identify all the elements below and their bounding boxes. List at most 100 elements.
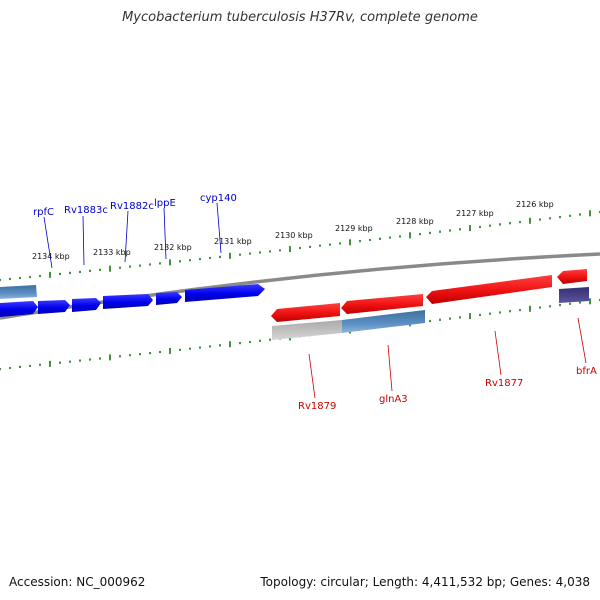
leader-line (216, 202, 222, 254)
scale-label: 2132 kbp (154, 243, 192, 252)
scale-label: 2127 kbp (456, 209, 494, 218)
scale-tick (389, 236, 391, 239)
accession-text: Accession: NC_000962 (9, 575, 146, 589)
scale-tick (119, 355, 121, 358)
scale-tick (519, 308, 521, 312)
scale-tick (549, 217, 551, 220)
gene-arrow-rv1879[interactable] (271, 303, 340, 322)
gene-label-rv1883c[interactable]: Rv1883c (64, 205, 108, 216)
scale-tick (449, 317, 451, 320)
scale-tick (169, 347, 171, 354)
scale-tick (329, 243, 331, 246)
gene-arrow-rv1884c[interactable] (0, 301, 38, 317)
gene-label-rv1877[interactable]: Rv1877 (485, 378, 523, 389)
gene-label-glnA3[interactable]: glnA3 (379, 394, 408, 405)
gene-block-navy (559, 287, 589, 303)
scale-tick (279, 249, 281, 252)
scale-tick (419, 233, 421, 236)
scale-tick (369, 238, 371, 242)
gene-arrow-cyp140[interactable] (185, 284, 265, 302)
scale-tick (429, 319, 431, 323)
scale-tick (149, 263, 151, 266)
gene-arrow-lppE[interactable] (156, 292, 182, 305)
scale-tick (459, 316, 461, 319)
gene-arrow-rv1877[interactable] (426, 275, 552, 304)
scale-tick (0, 278, 1, 282)
gene-label-rv1879[interactable]: Rv1879 (298, 401, 336, 412)
scale-tick (9, 277, 11, 281)
scale-tick (0, 367, 1, 371)
gene-arrow-rv1882c[interactable] (103, 294, 153, 309)
gene-label-bfrA[interactable]: bfrA (576, 366, 597, 377)
scale-tick (589, 298, 591, 305)
reverse-strand-genes (271, 269, 589, 340)
scale-tick (159, 350, 161, 354)
scale-tick (239, 253, 241, 256)
scale-tick (19, 276, 21, 280)
scale-tick (579, 213, 581, 216)
gene-label-rv1882c[interactable]: Rv1882c (110, 201, 154, 212)
scale-tick (319, 244, 321, 247)
scale-label: 2126 kbp (516, 200, 554, 209)
map-title: Mycobacterium tuberculosis H37Rv, comple… (122, 10, 478, 25)
leader-line (163, 207, 167, 260)
scale-tick (579, 301, 581, 304)
scale-tick (519, 220, 521, 224)
scale-tick (409, 232, 411, 239)
scale-tick (79, 359, 81, 362)
scale-tick (289, 246, 291, 253)
scale-tick (69, 271, 71, 274)
scale-tick (309, 245, 311, 248)
scale-tick (149, 352, 151, 355)
gene-arrow-rpfC[interactable] (38, 300, 70, 314)
gene-label-rpfC[interactable]: rpfC (33, 207, 54, 218)
scale-tick (259, 339, 261, 342)
scale-tick (109, 265, 111, 272)
scale-tick (219, 255, 221, 258)
scale-label: 2134 kbp (32, 252, 70, 261)
scale-tick (559, 215, 561, 219)
scale-tick (39, 274, 41, 278)
scale-tick (99, 268, 101, 271)
scale-tick (209, 345, 211, 348)
gene-label-cyp140[interactable]: cyp140 (200, 193, 237, 204)
scale-tick (399, 235, 401, 238)
scale-tick (269, 338, 271, 341)
scale-tick (159, 262, 161, 265)
scale-label: 2133 kbp (93, 248, 131, 257)
scale-tick (9, 366, 11, 370)
scale-tick (509, 222, 511, 225)
gene-arrow-rv1883c[interactable] (72, 298, 101, 312)
gene-arrow-glnA3[interactable] (341, 294, 423, 314)
forward-strand-genes (0, 284, 265, 317)
scale-tick (89, 358, 91, 361)
scale-tick (489, 224, 491, 227)
scale-tick (249, 340, 251, 344)
scale-label: 2129 kbp (335, 224, 373, 233)
scale-tick (469, 313, 471, 320)
forward-gene-labels: rpfC Rv1883c Rv1882c lppE cyp140 (33, 193, 237, 269)
scale-tick (529, 305, 531, 312)
scale-tick (169, 259, 171, 266)
leader-line (308, 353, 316, 399)
scale-tick (189, 347, 191, 350)
scale-tick (229, 252, 231, 259)
scale-tick (459, 228, 461, 231)
scale-label: 2131 kbp (214, 237, 252, 246)
scale-tick (209, 256, 211, 260)
scale-tick (29, 275, 31, 279)
scale-tick (239, 342, 241, 345)
scale-tick (99, 357, 101, 360)
scale-tick (39, 363, 41, 366)
scale-tick (189, 259, 191, 262)
scale-tick (379, 237, 381, 240)
scale-tick (449, 229, 451, 232)
gene-label-lppE[interactable]: lppE (154, 198, 176, 209)
scale-tick (179, 348, 181, 351)
gene-arrow-bfrA[interactable] (557, 269, 587, 284)
scale-tick (589, 210, 591, 217)
scale-tick (139, 353, 141, 356)
scale-tick (89, 269, 91, 272)
scale-tick (129, 265, 131, 268)
